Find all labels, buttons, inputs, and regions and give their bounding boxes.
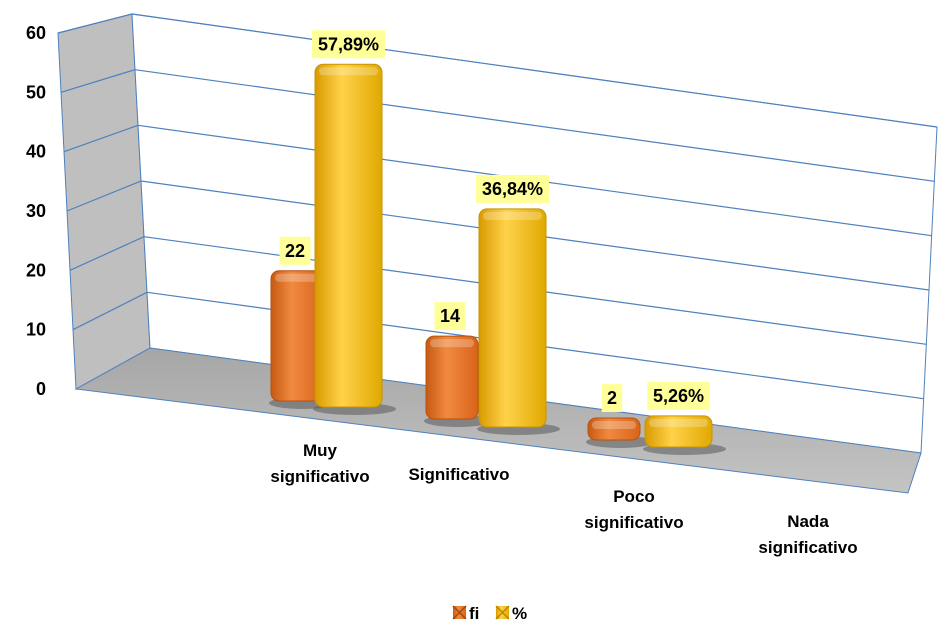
y-tick-label: 10 xyxy=(26,320,46,340)
data-label-box xyxy=(476,174,549,203)
legend-item: fi xyxy=(452,604,479,623)
gridline-side xyxy=(57,13,133,34)
category-label-line: significativo xyxy=(270,467,369,486)
category-label: Nada significativo xyxy=(758,512,857,557)
bar-highlight xyxy=(430,339,474,348)
bar-highlight xyxy=(483,211,542,220)
gridline xyxy=(131,13,938,128)
y-tick-label: 50 xyxy=(26,82,46,102)
gridline-side xyxy=(69,236,145,271)
data-label: 2 xyxy=(607,388,617,408)
category-label-line: Significativo xyxy=(408,465,509,484)
bar-highlight xyxy=(319,67,378,76)
data-label: 22 xyxy=(285,241,305,261)
data-label: 36,84% xyxy=(482,179,543,199)
gridline-side xyxy=(63,124,139,153)
data-label-box xyxy=(601,384,623,412)
data-label: 5,26% xyxy=(653,386,704,406)
category-label-line: significativo xyxy=(758,538,857,557)
category-label-line: Poco xyxy=(613,487,655,506)
category-label: Muy significativo xyxy=(270,441,369,486)
bar-highlight xyxy=(649,418,708,427)
gridline-side xyxy=(66,180,142,212)
legend-swatch-mark xyxy=(495,605,510,620)
y-tick-label: 40 xyxy=(26,142,46,162)
data-label-box xyxy=(434,302,466,331)
category-label-line: Nada xyxy=(787,512,829,531)
bar-percent xyxy=(644,415,713,448)
category-label: Significativo xyxy=(408,465,509,484)
data-label-box xyxy=(647,381,710,410)
legend-label: fi xyxy=(469,604,479,623)
bar-percent xyxy=(314,63,383,408)
category-label-line: Muy xyxy=(303,441,338,460)
category-label: Poco significativo xyxy=(584,487,683,532)
bar-highlight xyxy=(275,273,319,282)
y-tick-label: 20 xyxy=(26,260,46,280)
data-label: 14 xyxy=(440,306,460,326)
data-label: 57,89% xyxy=(318,34,379,54)
gridline-side xyxy=(72,291,148,331)
bar-percent xyxy=(478,208,547,428)
bar-fi xyxy=(425,335,479,420)
legend-label: % xyxy=(512,604,527,623)
data-label-box xyxy=(312,30,385,59)
bars xyxy=(269,63,726,455)
y-axis: 0 10 20 30 40 50 60 xyxy=(26,23,46,399)
y-tick-label: 0 xyxy=(36,379,46,399)
y-tick-label: 60 xyxy=(26,23,46,43)
y-tick-label: 30 xyxy=(26,201,46,221)
gridline-side xyxy=(60,69,136,93)
data-labels: 22 14 2 57,89% 36,84% 5,26% xyxy=(279,30,710,412)
bar-fi xyxy=(587,417,641,441)
legend-swatch-mark xyxy=(452,605,467,620)
bar-highlight xyxy=(592,421,636,429)
data-label-box xyxy=(279,236,311,265)
gridline xyxy=(134,69,935,182)
category-label-line: significativo xyxy=(584,513,683,532)
legend: fi% xyxy=(452,604,527,623)
legend-item: % xyxy=(495,604,527,623)
x-axis: Muy significativo Significativo Poco signifi… xyxy=(270,441,857,557)
